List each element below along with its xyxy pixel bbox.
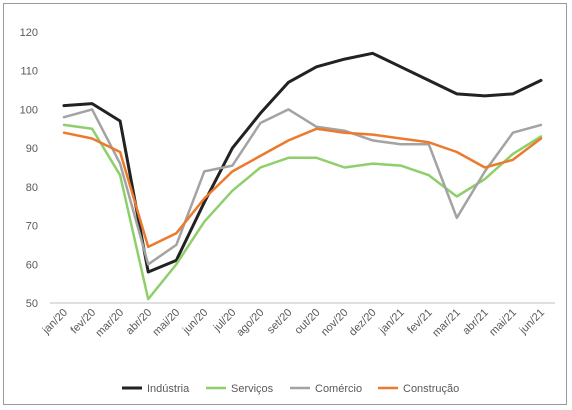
x-tick-label: jun/21 (517, 307, 547, 337)
x-tick-label: out/20 (293, 307, 323, 337)
y-tick-label: 80 (26, 182, 38, 194)
x-tick-label: dez/20 (347, 307, 379, 339)
y-tick-label: 110 (20, 66, 38, 78)
x-tick-label: ago/20 (234, 307, 266, 339)
series-line-3 (62, 108, 543, 266)
series-lines (62, 51, 543, 301)
legend-label: Serviços (231, 383, 274, 395)
chart-frame (3, 3, 567, 405)
y-tick-label: 60 (26, 259, 38, 271)
y-tick-label: 120 (20, 27, 38, 39)
x-tick-label: jun/20 (180, 307, 210, 337)
x-tick-label: mar/21 (430, 307, 463, 340)
x-tick-label: mar/20 (94, 307, 127, 340)
x-tick-label: abr/20 (124, 307, 155, 338)
x-tick-label: nov/20 (319, 307, 351, 339)
x-tick-label: mai/20 (151, 307, 183, 339)
y-tick-label: 50 (26, 298, 38, 310)
x-tick-label: jan/21 (376, 307, 406, 337)
x-tick-label: jan/20 (40, 307, 70, 337)
legend-label: Construção (403, 383, 459, 395)
legend-label: Comércio (315, 383, 362, 395)
x-tick-label: set/20 (265, 307, 295, 337)
x-tick-label: abr/21 (460, 307, 491, 338)
x-tick-label: mai/21 (487, 307, 519, 339)
y-tick-label: 70 (26, 221, 38, 233)
y-tick-label: 90 (26, 143, 38, 155)
legend: Indústria Serviços Comércio Construção (122, 383, 459, 395)
series-line-2 (62, 123, 543, 301)
series-line-4 (62, 127, 543, 249)
y-axis: 50 60 70 80 90 100 110 120 (20, 27, 38, 310)
legend-label: Indústria (147, 383, 190, 395)
y-tick-label: 100 (20, 104, 38, 116)
